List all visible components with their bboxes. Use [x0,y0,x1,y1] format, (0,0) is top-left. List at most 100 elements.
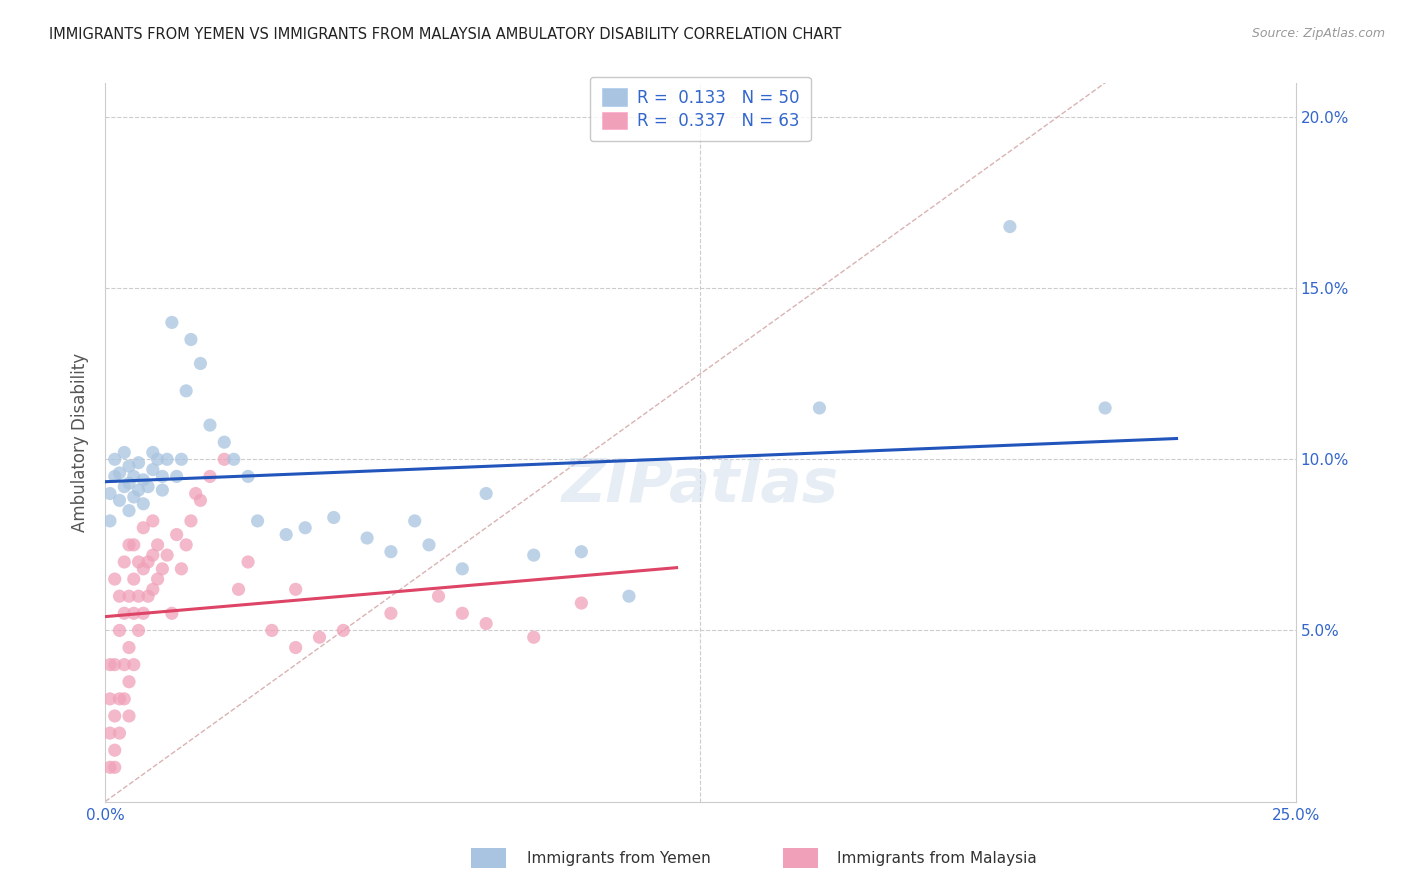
Point [142,445,165,459]
Point [122,469,145,483]
Point [118,709,141,723]
Legend: R =  0.133   N = 50, R =  0.337   N = 63: R = 0.133 N = 50, R = 0.337 N = 63 [591,77,811,142]
Point [98,691,121,706]
Point [198,418,221,433]
Point [228,582,250,597]
Point [108,466,131,480]
Point [332,624,354,638]
Point [150,469,173,483]
Point [104,452,127,467]
Point [284,582,307,597]
Point [128,624,150,638]
Point [108,624,131,638]
Point [112,480,135,494]
Point [174,384,197,398]
Point [236,555,259,569]
Point [132,497,155,511]
Point [118,674,141,689]
Point [174,538,197,552]
Point [136,555,159,569]
Point [104,572,127,586]
Point [236,469,259,483]
Point [451,607,474,621]
Point [156,548,179,562]
Point [122,490,145,504]
Point [142,548,165,562]
Point [427,589,450,603]
Point [160,315,183,329]
Point [104,657,127,672]
Point [170,562,193,576]
Point [475,486,498,500]
Point [104,709,127,723]
Point [142,462,165,476]
Point [418,538,440,552]
Point [128,456,150,470]
Point [112,607,135,621]
Point [118,503,141,517]
Point [451,562,474,576]
Point [166,527,188,541]
Point [98,760,121,774]
Point [104,743,127,757]
Point [380,607,402,621]
Point [122,607,145,621]
Point [98,726,121,740]
Point [156,452,179,467]
Point [118,459,141,474]
Text: IMMIGRANTS FROM YEMEN VS IMMIGRANTS FROM MALAYSIA AMBULATORY DISABILITY CORRELAT: IMMIGRANTS FROM YEMEN VS IMMIGRANTS FROM… [49,27,842,42]
Y-axis label: Ambulatory Disability: Ambulatory Disability [72,352,89,532]
Point [190,493,212,508]
Point [198,469,221,483]
Point [246,514,269,528]
Point [475,616,498,631]
Point [128,589,150,603]
Point [136,589,159,603]
Point [128,483,150,497]
Point [132,607,155,621]
Point [180,514,202,528]
Point [260,624,283,638]
Point [108,493,131,508]
Point [118,538,141,552]
Point [108,691,131,706]
Point [146,538,169,552]
Point [122,572,145,586]
Point [569,596,592,610]
Point [118,640,141,655]
Point [998,219,1021,234]
Point [276,527,298,541]
Point [98,657,121,672]
Point [617,589,640,603]
Point [112,691,135,706]
Point [146,452,169,467]
Point [212,452,235,467]
Text: Immigrants from Malaysia: Immigrants from Malaysia [837,851,1036,865]
Point [294,521,316,535]
Point [118,589,141,603]
Point [108,589,131,603]
Point [308,630,330,644]
Point [98,486,121,500]
Point [104,469,127,483]
Point [166,469,188,483]
Point [142,582,165,597]
Point [122,538,145,552]
Point [112,555,135,569]
Point [104,760,127,774]
Point [569,545,592,559]
Point [212,435,235,450]
Point [523,630,546,644]
Point [128,555,150,569]
Point [132,521,155,535]
Point [222,452,245,467]
Point [808,401,831,415]
Point [184,486,207,500]
Point [118,476,141,491]
Point [112,445,135,459]
Point [142,514,165,528]
Point [322,510,344,524]
Point [146,572,169,586]
Point [136,480,159,494]
Point [98,514,121,528]
